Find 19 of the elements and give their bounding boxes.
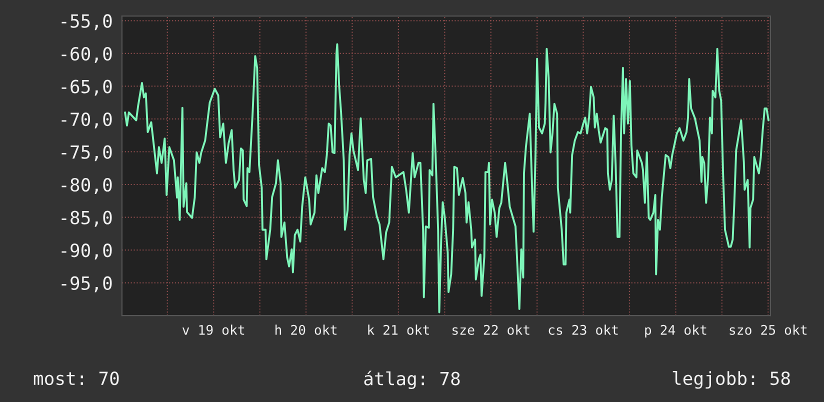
x-tick-label: h 20 okt: [276, 324, 337, 335]
x-tick-label: szo 25 okt: [730, 324, 807, 335]
x-tick-label: p 24 okt: [645, 324, 706, 338]
y-tick-label: -80,0: [62, 178, 112, 194]
y-tick-label: -75,0: [62, 145, 112, 162]
y-tick-label: -60,0: [62, 46, 112, 63]
text: most: 70: [34, 372, 119, 386]
x-tick-label: sze 22 okt: [452, 324, 530, 335]
x-tick-label: k 21 okt: [368, 324, 429, 335]
x-tick-label: cs 23 okt: [548, 324, 618, 335]
y-tick-label: -55,0: [62, 14, 112, 30]
y-tick-label: -85,0: [62, 210, 112, 227]
y-tick-label: -90,0: [62, 244, 112, 260]
y-tick-label: -95,0: [62, 276, 112, 292]
y-tick-label: -70,0: [62, 112, 112, 128]
text: átlag: 78: [364, 370, 460, 390]
text: legjobb: 58: [672, 371, 790, 389]
x-tick-label: v 19 okt: [182, 324, 244, 335]
y-tick-label: -65,0: [62, 80, 112, 96]
